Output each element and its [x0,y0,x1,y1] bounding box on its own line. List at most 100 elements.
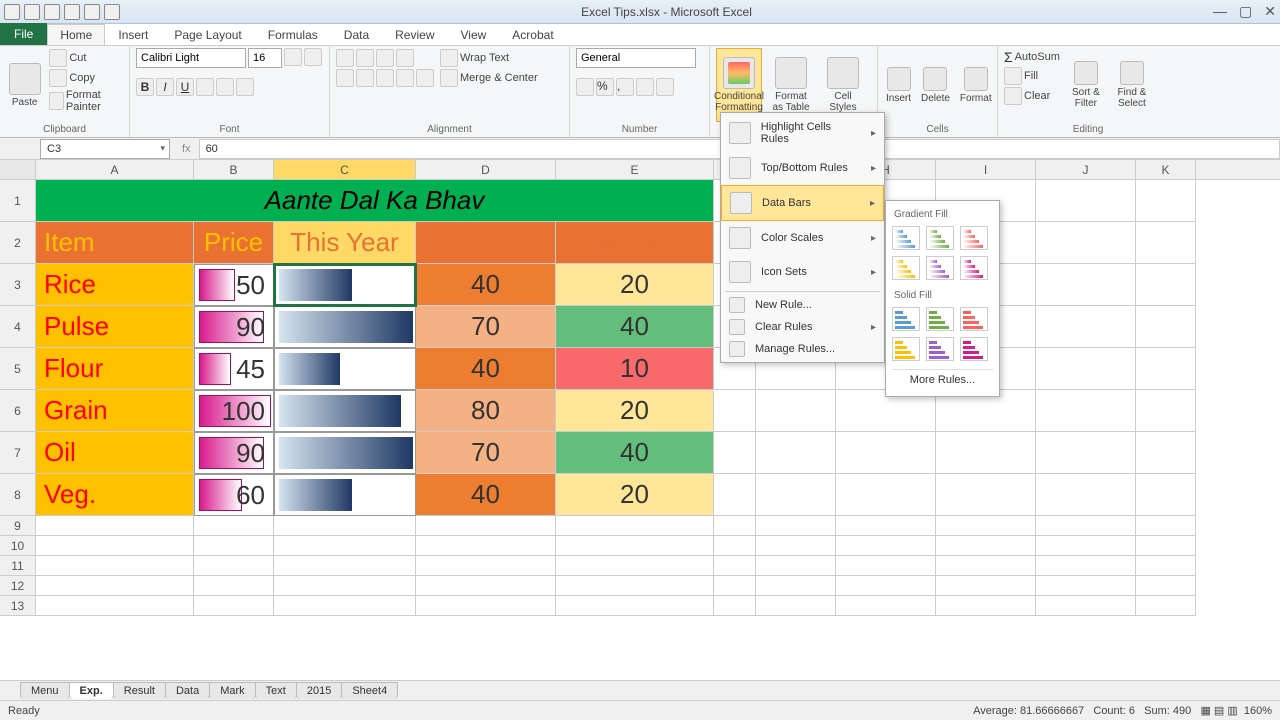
ribbon-tab-page-layout[interactable]: Page Layout [161,24,254,45]
row-header[interactable]: 1 [0,180,36,222]
thisyear-cell[interactable] [274,306,416,348]
ribbon-tab-data[interactable]: Data [331,24,382,45]
header-cell[interactable]: Price [194,222,274,264]
align-center-icon[interactable] [356,69,374,87]
diff-cell[interactable]: 40 [556,432,714,474]
price-cell[interactable]: 45 [194,348,274,390]
comma-icon[interactable]: , [616,78,634,96]
cf-menu-item[interactable]: Manage Rules... [721,338,884,360]
item-cell[interactable]: Grain [36,390,194,432]
qat-icon[interactable] [84,4,100,20]
sheet-tab[interactable]: Sheet4 [341,682,398,699]
delete-cells-button[interactable]: Delete [919,48,952,122]
increase-font-icon[interactable] [284,48,302,66]
dec-decimal-icon[interactable] [656,78,674,96]
conditional-formatting-button[interactable]: Conditional Formatting [716,48,762,122]
ribbon-tab-home[interactable]: Home [47,24,105,45]
row-header[interactable]: 13 [0,596,36,616]
align-top-icon[interactable] [336,49,354,67]
col-header-B[interactable]: B [194,160,274,179]
price-cell[interactable]: 90 [194,432,274,474]
cf-menu-item[interactable]: Clear Rules▸ [721,316,884,338]
merge-center-button[interactable]: Merge & Center [440,69,538,87]
copy-button[interactable]: Copy [49,69,123,87]
lastyear-cell[interactable]: 40 [416,474,556,516]
close-button[interactable]: ✕ [1264,3,1276,20]
name-box[interactable]: C3 [40,139,170,159]
price-cell[interactable]: 60 [194,474,274,516]
sheet-tab[interactable]: Text [255,682,297,699]
sheet-tab[interactable]: 2015 [296,682,342,699]
cut-button[interactable]: Cut [49,49,123,67]
col-header-A[interactable]: A [36,160,194,179]
row-header[interactable]: 7 [0,432,36,474]
minimize-button[interactable]: — [1213,3,1227,20]
border-button[interactable] [196,78,214,96]
worksheet-grid[interactable]: ABCDEFGHIJK 1Aante Dal Ka Bhav2ItemPrice… [0,160,1280,680]
item-cell[interactable]: Pulse [36,306,194,348]
row-header[interactable]: 11 [0,556,36,576]
col-header-I[interactable]: I [936,160,1036,179]
databar-swatch[interactable] [926,307,954,331]
item-cell[interactable]: Veg. [36,474,194,516]
thisyear-cell[interactable] [274,348,416,390]
indent-inc-icon[interactable] [416,69,434,87]
col-header-J[interactable]: J [1036,160,1136,179]
clear-button[interactable]: Clear [1004,87,1060,105]
diff-cell[interactable]: 40 [556,306,714,348]
row-header[interactable]: 10 [0,536,36,556]
cf-menu-item[interactable]: Data Bars▸ [721,185,884,221]
orientation-icon[interactable] [396,49,414,67]
price-cell[interactable]: 50 [194,264,274,306]
insert-cells-button[interactable]: Insert [884,48,913,122]
maximize-button[interactable]: ▢ [1239,3,1252,20]
save-icon[interactable] [24,4,40,20]
redo-icon[interactable] [64,4,80,20]
lastyear-cell[interactable]: 80 [416,390,556,432]
find-select-button[interactable]: Find & Select [1112,48,1152,122]
databar-swatch[interactable] [892,337,920,361]
databar-swatch[interactable] [892,226,920,250]
font-name-input[interactable] [136,48,246,68]
more-rules-button[interactable]: More Rules... [892,369,993,390]
sheet-tab[interactable]: Menu [20,682,70,699]
cf-menu-item[interactable]: Highlight Cells Rules▸ [721,115,884,151]
row-header[interactable]: 2 [0,222,36,264]
databar-swatch[interactable] [926,226,954,250]
ribbon-tab-review[interactable]: Review [382,24,447,45]
align-middle-icon[interactable] [356,49,374,67]
percent-icon[interactable]: % [596,78,614,96]
lastyear-cell[interactable]: 70 [416,432,556,474]
row-header[interactable]: 12 [0,576,36,596]
sort-filter-button[interactable]: Sort & Filter [1066,48,1106,122]
cell-styles-button[interactable]: Cell Styles [820,48,866,122]
decrease-font-icon[interactable] [304,48,322,66]
row-header[interactable]: 9 [0,516,36,536]
number-format-select[interactable] [576,48,696,68]
price-cell[interactable]: 90 [194,306,274,348]
col-header-K[interactable]: K [1136,160,1196,179]
col-header-D[interactable]: D [416,160,556,179]
file-tab[interactable]: File [0,23,47,45]
qat-icon[interactable] [104,4,120,20]
header-cell[interactable]: Item [36,222,194,264]
currency-icon[interactable] [576,78,594,96]
diff-cell[interactable]: 10 [556,348,714,390]
cf-menu-item[interactable]: New Rule... [721,294,884,316]
cf-menu-item[interactable]: Icon Sets▸ [721,255,884,289]
sheet-tab[interactable]: Mark [209,682,255,699]
fill-button[interactable]: Fill [1004,67,1060,85]
diff-cell[interactable]: 20 [556,390,714,432]
row-header[interactable]: 6 [0,390,36,432]
databar-swatch[interactable] [926,256,954,280]
sheet-tab[interactable]: Data [165,682,210,699]
col-header-C[interactable]: C [274,160,416,179]
item-cell[interactable]: Oil [36,432,194,474]
sheet-tab[interactable]: Result [113,682,166,699]
font-color-button[interactable] [236,78,254,96]
fill-color-button[interactable] [216,78,234,96]
databar-swatch[interactable] [960,256,988,280]
wrap-text-button[interactable]: Wrap Text [440,49,538,67]
item-cell[interactable]: Rice [36,264,194,306]
row-header[interactable]: 3 [0,264,36,306]
